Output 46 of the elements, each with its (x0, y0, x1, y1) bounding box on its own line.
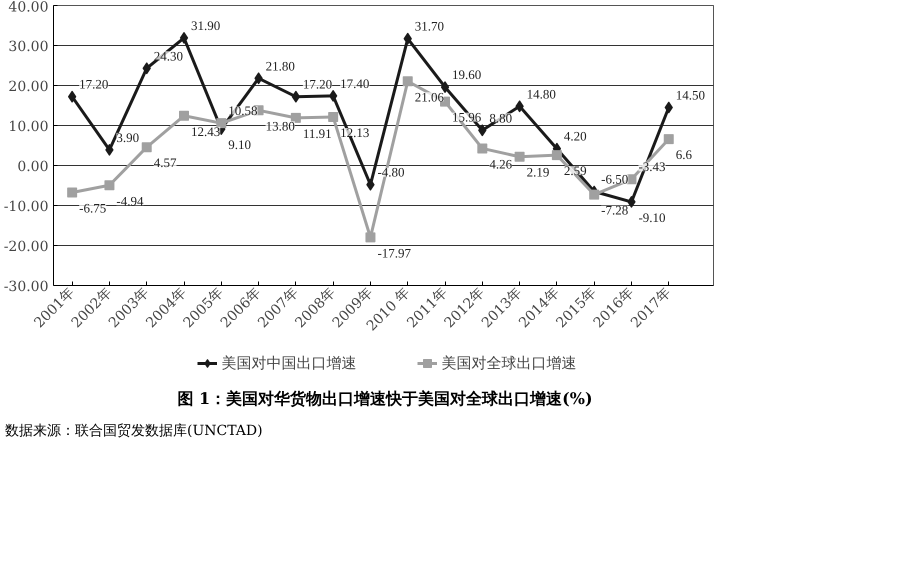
data-label: 4.26 (489, 156, 513, 172)
y-tick-label: -20.00 (4, 239, 49, 255)
data-label: 11.91 (302, 126, 332, 141)
data-label: -4.94 (116, 193, 144, 208)
data-label: -3.43 (638, 159, 666, 174)
data-label: 12.43 (191, 124, 220, 139)
data-label: 17.20 (302, 76, 332, 92)
y-tick-label: 40.00 (8, 0, 49, 16)
data-label: 31.70 (414, 18, 444, 34)
data-label: 9.10 (228, 137, 252, 152)
y-tick-label: 10.00 (8, 119, 49, 135)
data-label: 24.30 (154, 48, 183, 64)
data-label: 19.60 (452, 67, 482, 82)
data-label: 21.06 (414, 89, 444, 104)
y-tick-label: 0.00 (17, 159, 48, 175)
data-label: -9.10 (638, 210, 666, 225)
y-tick-label: 30.00 (8, 39, 49, 55)
data-label: -6.50 (601, 172, 628, 186)
source-note: 数据来源：联合国贸发数据库(UNCTAD) (5, 422, 263, 441)
data-label: 12.13 (340, 124, 370, 140)
data-label: 15.96 (452, 110, 482, 125)
data-label: 13.80 (266, 118, 295, 134)
data-label: 2.59 (564, 163, 587, 178)
y-tick-label: 20.00 (8, 79, 49, 95)
text: 图 1：美国对华货物出口增速快于美国对全球出口增速(%) (177, 388, 593, 410)
data-label: 2.19 (526, 164, 550, 180)
y-tick-label: -30.00 (4, 279, 49, 295)
y-tick-label: -10.00 (4, 199, 49, 215)
data-label: -7.28 (601, 202, 628, 218)
data-label: -17.97 (377, 245, 412, 260)
data-label: 14.50 (676, 88, 706, 102)
data-label: 31.90 (191, 18, 220, 33)
data-label: -4.80 (377, 164, 405, 180)
data-label: 17.40 (340, 76, 370, 91)
legend-label: 美国对中国出口增速 (222, 354, 356, 372)
data-label: 6.6 (676, 147, 693, 162)
data-label: 8.80 (489, 110, 512, 126)
data-label: 21.80 (266, 58, 295, 74)
data-label: 17.20 (79, 76, 108, 92)
data-label: 14.80 (526, 86, 556, 102)
data-label: -6.75 (79, 200, 106, 216)
data-label: 10.58 (228, 103, 258, 118)
data-label: 3.90 (116, 130, 140, 145)
legend-label: 美国对全球出口增速 (442, 354, 576, 372)
data-label: 4.20 (564, 128, 587, 144)
data-label: 4.57 (154, 155, 177, 170)
